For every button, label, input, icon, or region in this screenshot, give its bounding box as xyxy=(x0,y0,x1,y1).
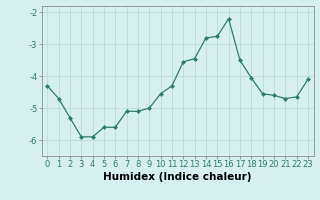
X-axis label: Humidex (Indice chaleur): Humidex (Indice chaleur) xyxy=(103,172,252,182)
